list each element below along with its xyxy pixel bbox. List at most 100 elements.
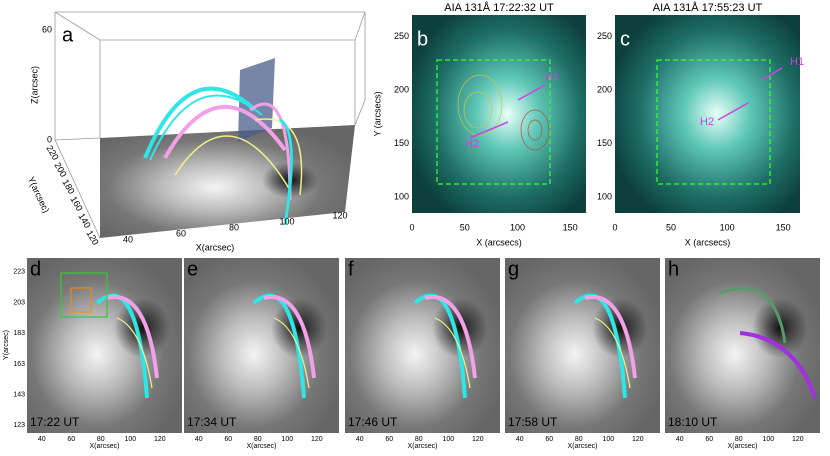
fov-box [656, 59, 771, 185]
x-tick-label: 120 [472, 436, 484, 443]
y-tick-label: 163 [13, 361, 25, 368]
x-tick-label: 120 [632, 436, 644, 443]
x-tick-label: 120 [792, 436, 804, 443]
panel-a-3d [54, 11, 366, 239]
sunspot [271, 298, 327, 358]
sunspot [114, 298, 170, 358]
x-tick-label: 60 [176, 228, 186, 238]
field-lines [95, 293, 149, 399]
x-tick-label: 60 [67, 436, 75, 443]
x-tick-label: 100 [279, 216, 294, 226]
x-tick-label: 100 [762, 436, 774, 443]
panel-label: d [30, 258, 41, 280]
arrow-label: H1 [790, 56, 804, 68]
x-tick-label: 60 [224, 436, 232, 443]
x-tick-label: 100 [720, 222, 735, 232]
panel-label: f [348, 258, 354, 280]
contours [520, 109, 550, 151]
field-lines [106, 295, 159, 379]
sunspot [432, 298, 488, 358]
x-tick-label: 50 [460, 222, 470, 232]
x-tick-label: 100 [281, 436, 293, 443]
x-tick-label: 80 [229, 222, 239, 232]
x-tick-label: 40 [38, 436, 46, 443]
y-tick-label: 250 [394, 31, 409, 41]
y-tick-label: 203 [13, 299, 25, 306]
axis-label: Y(arcsec) [3, 330, 10, 360]
axis-label: X (arcsecs) [476, 237, 522, 247]
field-lines [573, 293, 627, 399]
y-tick-label: 200 [597, 84, 612, 94]
panel-title: AIA 131Å 17:22:32 UT [444, 1, 554, 14]
x-tick-label: 80 [735, 436, 743, 443]
field-lines [263, 295, 316, 379]
x-tick-label: 120 [154, 436, 166, 443]
x-tick-label: 150 [776, 222, 791, 232]
y-tick-label: 160 [68, 195, 84, 213]
x-tick-label: 0 [612, 222, 617, 232]
axis-label: X (arcsecs) [685, 237, 731, 247]
field-lines [273, 317, 310, 389]
axis-label: Z(arcsec) [29, 66, 39, 104]
y-tick-label: 143 [13, 391, 25, 398]
panel-label: a [62, 24, 74, 46]
axis-label: X(arcsec) [408, 443, 438, 450]
axis-label: X(arcsec) [728, 443, 758, 450]
field-lines [252, 293, 306, 399]
y-tick-label: 183 [13, 330, 25, 337]
sunspot [592, 298, 648, 358]
x-tick-label: 80 [575, 436, 583, 443]
zoom-box [70, 287, 92, 313]
y-tick-label: 200 [394, 84, 409, 94]
x-tick-label: 100 [602, 436, 614, 443]
time-label: 18:10 UT [668, 415, 718, 429]
x-tick-label: 120 [311, 436, 323, 443]
x-tick-label: 60 [705, 436, 713, 443]
arrow-label: H1 [545, 71, 559, 83]
y-tick-label: 123 [13, 422, 25, 429]
x-tick-label: 60 [545, 436, 553, 443]
x-tick-label: 40 [516, 436, 524, 443]
y-tick-label: 250 [597, 31, 612, 41]
x-tick-label: 80 [254, 436, 262, 443]
time-label: 17:22 UT [30, 415, 80, 429]
x-tick-label: 120 [332, 210, 347, 220]
y-tick-label: 100 [394, 191, 409, 201]
x-tick-label: 100 [124, 436, 136, 443]
x-tick-label: 40 [676, 436, 684, 443]
field-lines [434, 317, 471, 389]
y-tick-label: 150 [597, 138, 612, 148]
y-tick-label: 120 [84, 229, 100, 247]
panel-label: b [417, 28, 428, 50]
field-lines [424, 295, 477, 379]
x-tick-label: 80 [97, 436, 105, 443]
x-tick-label: 0 [409, 222, 414, 232]
x-tick-label: 100 [442, 436, 454, 443]
field-lines [413, 293, 467, 399]
arrow-label: H2 [700, 116, 714, 128]
sunspot [752, 298, 808, 358]
panel-label: h [668, 258, 679, 280]
field-lines [739, 331, 817, 399]
y-tick-label: 150 [394, 138, 409, 148]
panel-label: e [187, 258, 198, 280]
fov-box [436, 59, 551, 185]
field-lines [584, 295, 637, 379]
axis-label: X(arcsec) [90, 443, 120, 450]
z-tick-label: 60 [42, 24, 52, 34]
time-label: 17:34 UT [187, 415, 237, 429]
x-tick-label: 40 [123, 234, 133, 244]
y-tick-label: 100 [597, 191, 612, 201]
axis-label: Y(arcsec) [26, 175, 51, 214]
field-lines [116, 317, 153, 389]
field-lines [594, 317, 631, 389]
axis-label: Y (arcsecs) [372, 91, 382, 136]
x-tick-label: 60 [385, 436, 393, 443]
x-tick-label: 40 [195, 436, 203, 443]
panel-label: g [508, 258, 519, 280]
z-tick-label: 0 [47, 134, 52, 144]
y-tick-label: 180 [60, 178, 76, 196]
fov-box [60, 272, 108, 318]
